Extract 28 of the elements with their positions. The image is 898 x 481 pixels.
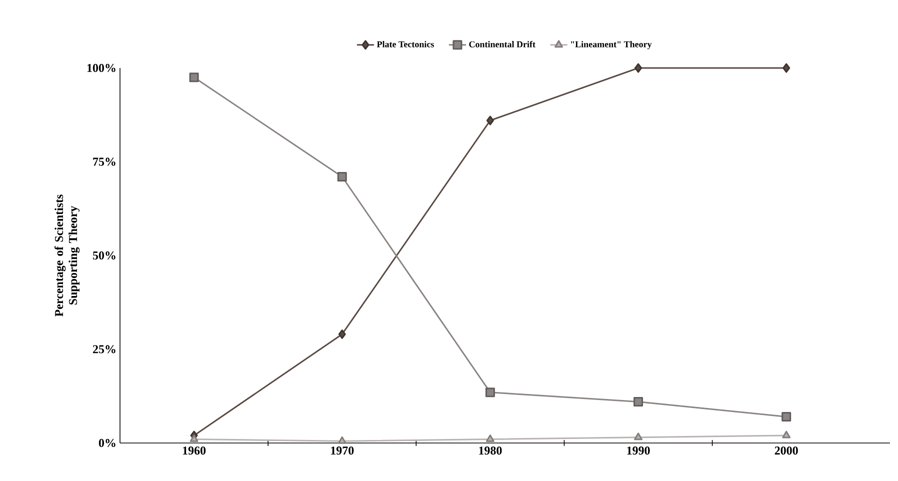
- x-tick-label: 1990: [627, 446, 650, 455]
- point: [338, 436, 346, 444]
- y-tick-label: 0%: [98, 438, 116, 448]
- legend-label: Plate Tectonics: [376, 41, 434, 48]
- legend-label: "Lineament" Theory: [571, 41, 652, 50]
- point: [634, 63, 642, 73]
- point: [782, 430, 791, 438]
- point: [190, 434, 198, 442]
- x-tick-label: 2000: [774, 446, 798, 455]
- x-tick-label: 1970: [331, 446, 354, 455]
- y-tick-label: 50%: [92, 251, 116, 260]
- point: [782, 412, 792, 422]
- y-axis-title: Percentage of Scientists Supporting Theory: [54, 194, 80, 316]
- point: [337, 172, 347, 182]
- point: [189, 72, 199, 82]
- y-tick-label: 25%: [92, 345, 116, 354]
- x-tick-label: 1960: [183, 446, 206, 455]
- y-tick-label: 75%: [93, 158, 116, 166]
- point: [782, 63, 790, 73]
- point: [486, 116, 494, 126]
- point: [338, 329, 346, 339]
- point: [634, 432, 642, 440]
- x-tick-label: 1980: [479, 446, 502, 455]
- point: [486, 434, 494, 442]
- y-tick-label: 100%: [87, 64, 116, 72]
- point: [634, 396, 644, 406]
- point: [485, 388, 495, 398]
- legend-label: Continental Drift: [469, 40, 536, 48]
